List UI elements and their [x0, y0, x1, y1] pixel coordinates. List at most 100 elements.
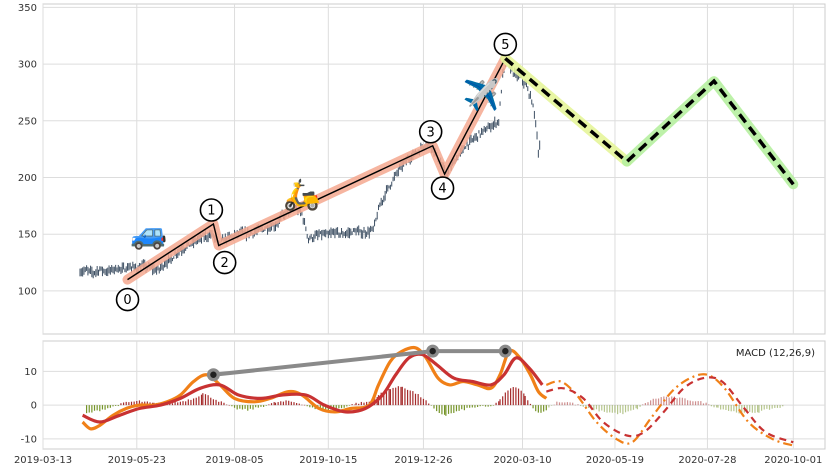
- macd-histogram-bar: [601, 405, 603, 411]
- macd-histogram-bar: [85, 405, 88, 414]
- x-tick-label: 2020-10-01: [764, 455, 822, 466]
- macd-histogram-bar: [406, 389, 409, 406]
- macd-histogram-bar: [598, 405, 600, 412]
- macd-histogram-bar: [730, 405, 732, 412]
- macd-histogram-bar: [595, 405, 598, 410]
- macd-histogram-bar: [507, 390, 509, 406]
- macd-histogram-bar: [713, 405, 715, 408]
- wave-line: [127, 58, 506, 281]
- macd-histogram-bar: [463, 405, 465, 411]
- macd-histogram-bar: [101, 405, 104, 410]
- macd-histogram-bar: [652, 398, 654, 406]
- macd-histogram-bar: [241, 405, 244, 410]
- macd-histogram-bar: [207, 395, 209, 406]
- macd-histogram-bar: [617, 405, 619, 415]
- macd-histogram-bar: [136, 400, 138, 406]
- x-tick-label: 2020-03-10: [493, 455, 551, 466]
- macd-histogram-bar: [244, 405, 246, 409]
- macd-histogram-bar: [716, 405, 718, 408]
- macd-histogram-bar: [474, 405, 476, 408]
- price-y-tick-label: 350: [18, 3, 37, 14]
- macd-histogram-bar: [603, 405, 606, 412]
- price-y-tick-label: 200: [18, 173, 37, 184]
- macd-histogram-bar: [760, 405, 763, 411]
- macd-histogram-bar: [458, 405, 460, 411]
- macd-histogram-bar: [215, 399, 217, 406]
- x-tick-label: 2019-10-15: [299, 455, 357, 466]
- macd-plot-area: [42, 340, 826, 450]
- macd-histogram-bar: [392, 387, 394, 406]
- wave-label-circle: [212, 250, 237, 275]
- macd-histogram-bar: [572, 402, 574, 406]
- macd-histogram-bar: [515, 387, 517, 406]
- macd-histogram-bar: [218, 401, 220, 406]
- x-tick-label: 2019-08-05: [205, 455, 263, 466]
- macd-histogram-bar: [639, 405, 641, 407]
- macd-histogram-bar: [91, 405, 93, 413]
- macd-histogram-bar: [763, 405, 765, 410]
- macd-histogram-bar: [146, 401, 148, 406]
- macd-histogram-bar: [510, 388, 512, 406]
- macd-histogram-bar: [177, 402, 179, 406]
- macd-histogram-bar: [611, 405, 613, 413]
- macd-histogram-bar: [532, 405, 534, 409]
- macd-histogram-bar: [388, 389, 390, 406]
- macd-histogram-bar: [717, 405, 719, 408]
- macd-histogram-bar: [268, 404, 270, 406]
- macd-histogram-bar: [738, 405, 740, 414]
- macd-histogram-bar: [293, 402, 295, 406]
- macd-histogram-bar: [517, 388, 520, 406]
- macd-histogram-bar: [338, 405, 340, 409]
- macd-histogram-bar: [288, 400, 290, 406]
- wave-label-2: 2: [221, 256, 229, 271]
- macd-histogram-bar: [548, 405, 550, 408]
- macd-histogram-bar: [660, 397, 662, 406]
- macd-histogram-bar: [282, 401, 285, 406]
- macd-histogram-bar: [582, 405, 584, 407]
- macd-histogram-bar: [133, 401, 135, 406]
- macd-histogram-bar: [585, 405, 587, 407]
- macd-histogram-bar: [182, 401, 184, 406]
- macd-histogram-bar: [239, 405, 241, 409]
- macd-histogram-bar: [587, 405, 590, 408]
- macd-histogram-bar: [395, 387, 397, 406]
- macd-histogram-bar: [700, 401, 702, 406]
- macd-histogram-bar: [436, 405, 438, 412]
- macd-histogram-bar: [200, 394, 203, 406]
- macd-histogram-bar: [566, 402, 569, 406]
- macd-histogram-bar: [346, 405, 348, 407]
- macd-histogram-bar: [553, 404, 555, 406]
- macd-histogram-bar: [757, 405, 759, 413]
- macd-histogram-bar: [512, 387, 514, 406]
- wave-label-circle: [493, 32, 518, 57]
- macd-histogram-bar: [322, 405, 324, 411]
- macd-histogram-bar: [746, 405, 748, 413]
- macd-histogram-bar: [247, 405, 249, 411]
- macd-histogram-bar: [632, 405, 635, 410]
- macd-histogram-bar: [430, 405, 432, 406]
- macd-histogram-bar: [545, 405, 547, 411]
- macd-histogram-bar: [735, 405, 738, 413]
- macd-histogram-bar: [644, 403, 646, 406]
- macd-histogram-bar: [366, 401, 368, 406]
- macd-histogram-bar: [343, 405, 345, 408]
- divergence-point-inner: [210, 371, 217, 378]
- macd-histogram-bar: [558, 402, 561, 406]
- macd-histogram-bar: [705, 402, 707, 406]
- macd-histogram-bar: [580, 405, 582, 407]
- macd-histogram-bar: [492, 405, 495, 406]
- macd-histogram-bar: [112, 405, 114, 407]
- macd-histogram-bar: [109, 405, 111, 408]
- macd-histogram-bar: [689, 400, 691, 406]
- macd-histogram-bar: [226, 404, 228, 406]
- macd-histogram-bar: [527, 400, 529, 406]
- macd-histogram-bar: [179, 401, 181, 406]
- macd-histogram-bar: [187, 399, 189, 406]
- macd-histogram-bar: [231, 405, 233, 407]
- macd-histogram-bar: [708, 404, 710, 406]
- macd-histogram-bar: [174, 401, 176, 406]
- macd-histogram-bar: [495, 402, 497, 406]
- macd-histogram-bar: [404, 388, 406, 406]
- macd-histogram-bar: [262, 405, 265, 407]
